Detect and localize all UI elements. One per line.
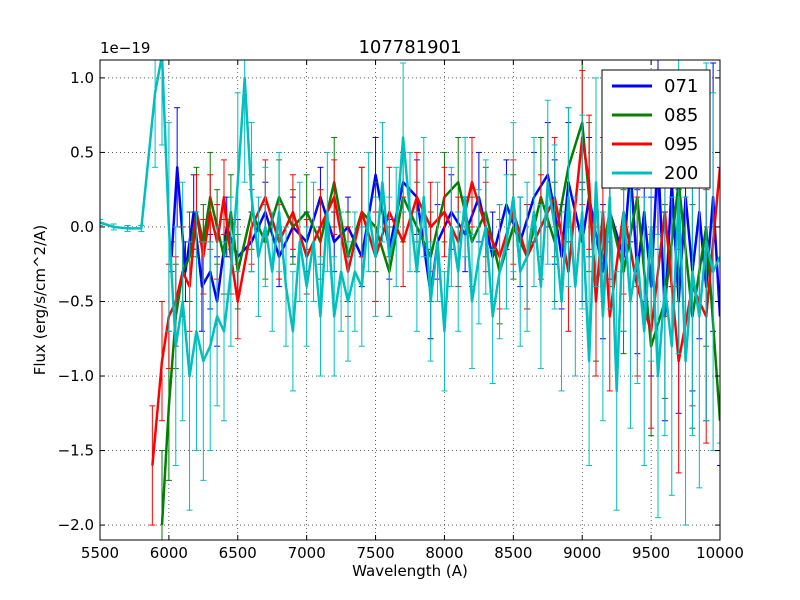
x-tick-label: 9000 — [563, 544, 601, 562]
x-tick-label: 7000 — [288, 544, 326, 562]
chart-title: 107781901 — [358, 37, 461, 58]
legend-label-071: 071 — [664, 76, 698, 97]
series-line-200 — [100, 60, 720, 393]
x-tick-label: 8500 — [494, 544, 532, 562]
legend-label-200: 200 — [664, 163, 698, 184]
plot-frame — [99, 59, 721, 541]
legend-label-095: 095 — [664, 134, 698, 155]
y-tick-label: −0.5 — [58, 292, 94, 310]
x-tick-label: 6500 — [219, 544, 257, 562]
y-tick-label: −1.0 — [58, 367, 94, 385]
legend-box — [601, 69, 711, 189]
y-tick-label: −2.0 — [58, 516, 94, 534]
y-tick-label: 0.0 — [70, 218, 94, 236]
ticks: 5500 6000 6500 7000 7500 8000 8500 9000 9500 1000… — [58, 60, 744, 562]
y-tick-label: −1.5 — [58, 442, 94, 460]
series-200 — [100, 60, 720, 526]
x-tick-label: 6000 — [150, 544, 188, 562]
y-tick-label: 1.0 — [70, 69, 94, 87]
x-tick-label: 10000 — [696, 544, 744, 562]
x-tick-label: 5500 — [81, 544, 119, 562]
y-tick-label: 0.5 — [70, 143, 94, 161]
legend-label-085: 085 — [664, 105, 698, 126]
x-axis-label: Wavelength (A) — [352, 562, 468, 580]
y-offset-text: 1e−19 — [100, 39, 150, 57]
y-axis-label: Flux (erg/s/cm^2/A) — [31, 225, 49, 376]
legend: 071 085 095 200 — [601, 69, 711, 189]
x-tick-label: 9500 — [632, 544, 670, 562]
x-tick-label: 8000 — [425, 544, 463, 562]
x-tick-label: 7500 — [356, 544, 394, 562]
